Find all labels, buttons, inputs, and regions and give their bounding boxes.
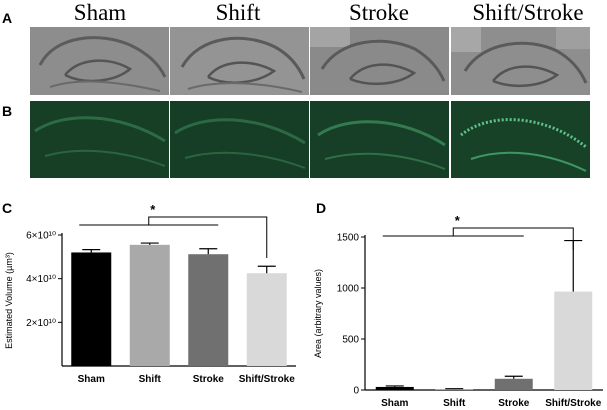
panel-label-b: B bbox=[2, 103, 13, 119]
y-tick-label: 500 bbox=[342, 335, 359, 346]
y-axis-label: Estimated Volume (µm³) bbox=[4, 252, 14, 349]
y-tick-label: 2×10¹⁰ bbox=[26, 318, 56, 329]
y-tick-label: 4×10¹⁰ bbox=[26, 274, 56, 285]
y-tick-label: 0 bbox=[353, 386, 359, 397]
bar-sham bbox=[71, 252, 112, 366]
fluorescence-pattern-sham bbox=[30, 101, 169, 178]
x-tick-label: Shift/Stroke bbox=[545, 398, 602, 409]
panel-label-d: D bbox=[316, 200, 327, 216]
x-tick-label: Shift bbox=[139, 374, 162, 385]
x-tick-label: Sham bbox=[78, 374, 105, 385]
fluorescence-shift-stroke bbox=[451, 101, 590, 178]
x-tick-label: Sham bbox=[381, 398, 408, 409]
panel-label-c: C bbox=[2, 200, 13, 216]
group-title-shift-stroke: Shift/Stroke bbox=[472, 0, 584, 25]
x-tick-label: Stroke bbox=[498, 398, 530, 409]
fluorescence-pattern-shift bbox=[170, 101, 309, 178]
bar-shift-stroke bbox=[246, 273, 287, 366]
y-axis-label: Area (arbitrary values) bbox=[313, 269, 323, 358]
y-tick-label: 6×10¹⁰ bbox=[26, 231, 56, 242]
chart-area-arbitrary: 0 500 1000 1500 Area (arbitrary values) Sham S… bbox=[313, 213, 603, 409]
hippocampus-outline-stroke bbox=[310, 27, 449, 95]
bar-stroke bbox=[188, 254, 229, 366]
chart-estimated-volume: 2×10¹⁰ 4×10¹⁰ 6×10¹⁰ Estimated Volume (µm³)… bbox=[4, 202, 296, 385]
y-tick-label: 1000 bbox=[337, 284, 360, 295]
micrograph-sham bbox=[30, 27, 169, 95]
group-title-sham: Sham bbox=[73, 0, 127, 25]
group-title-shift: Shift bbox=[215, 0, 261, 25]
hippocampus-outline-shift bbox=[170, 27, 309, 95]
bar-sham bbox=[375, 386, 414, 390]
significance-bracket bbox=[452, 227, 574, 250]
x-tick-label: Shift/Stroke bbox=[239, 374, 296, 385]
bar-stroke bbox=[494, 378, 533, 390]
fluorescence-shift bbox=[170, 101, 309, 178]
significance-star: * bbox=[150, 202, 156, 217]
significance-star: * bbox=[455, 213, 461, 228]
fluorescence-sham bbox=[30, 101, 169, 178]
x-tick-label: Shift bbox=[443, 398, 466, 409]
x-tick-label: Stroke bbox=[193, 374, 225, 385]
bar-shift-stroke bbox=[554, 291, 593, 390]
micrograph-shift-stroke bbox=[451, 27, 590, 95]
hippocampus-outline-shift-stroke bbox=[451, 27, 590, 95]
bar-shift bbox=[129, 244, 170, 366]
group-title-stroke: Stroke bbox=[348, 0, 410, 25]
hippocampus-outline-sham bbox=[30, 27, 169, 95]
panel-label-a: A bbox=[2, 10, 13, 26]
y-tick-label: 1500 bbox=[337, 233, 360, 244]
significance-bracket bbox=[148, 216, 268, 258]
fluorescence-stroke bbox=[310, 101, 449, 178]
fluorescence-pattern-shift-stroke bbox=[451, 101, 590, 178]
bar-shift bbox=[435, 389, 474, 390]
micrograph-stroke bbox=[310, 27, 449, 95]
fluorescence-pattern-stroke bbox=[310, 101, 449, 178]
micrograph-shift bbox=[170, 27, 309, 95]
